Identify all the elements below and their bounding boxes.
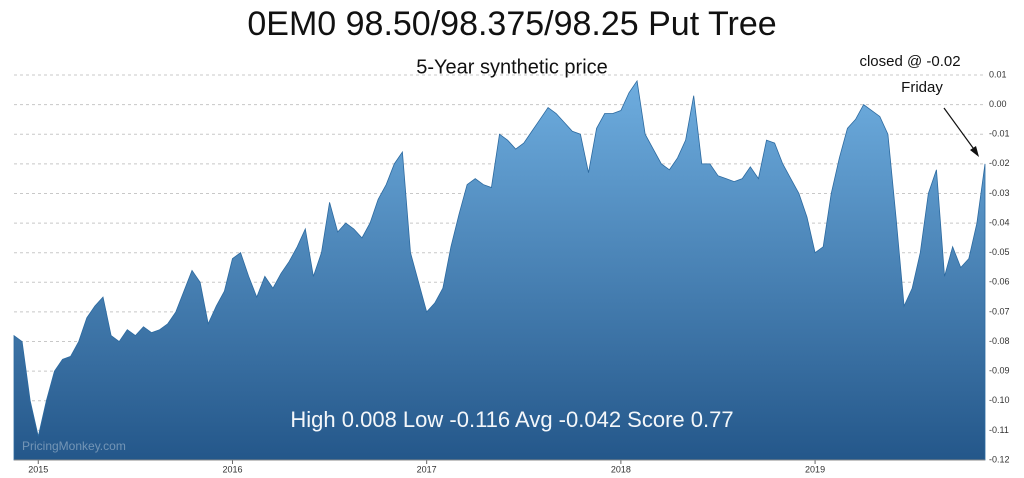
y-tick-label: 0.01 [989, 69, 1007, 79]
chart-title: 0EM0 98.50/98.375/98.25 Put Tree [247, 5, 776, 43]
y-tick-label: -0.04 [989, 217, 1010, 227]
plot [13, 79, 986, 461]
y-tick-label: -0.07 [989, 306, 1010, 316]
area [13, 79, 986, 461]
chart-subtitle: 5-Year synthetic price [416, 56, 608, 78]
x-tick-label: 2018 [611, 464, 631, 474]
y-tick-label: -0.05 [989, 247, 1010, 257]
x-tick-label: 2015 [28, 464, 48, 474]
x-tick-label: 2019 [805, 464, 825, 474]
annotation: closed @ -0.02 [859, 53, 960, 70]
y-tick-label: -0.02 [989, 158, 1010, 168]
y-tick-label: -0.09 [989, 366, 1010, 376]
annotation-arrowhead [970, 146, 979, 157]
stats-label: High 0.008 Low -0.116 Avg -0.042 Score 0… [290, 407, 733, 432]
y-tick-label: -0.10 [989, 395, 1010, 405]
y-tick-label: 0.00 [989, 99, 1007, 109]
y-tick-label: -0.12 [989, 454, 1010, 464]
y-tick-label: -0.06 [989, 277, 1010, 287]
y-tick-label: -0.01 [989, 129, 1010, 139]
x-tick-label: 2017 [417, 464, 437, 474]
annotation: Friday [901, 79, 943, 96]
annotation-arrow [943, 107, 977, 153]
x-tick-label: 2016 [222, 464, 242, 474]
y-tick-label: -0.11 [989, 425, 1009, 435]
y-tick-label: -0.08 [989, 336, 1010, 346]
watermark: PricingMonkey.com [22, 439, 126, 453]
y-tick-label: -0.03 [989, 188, 1010, 198]
